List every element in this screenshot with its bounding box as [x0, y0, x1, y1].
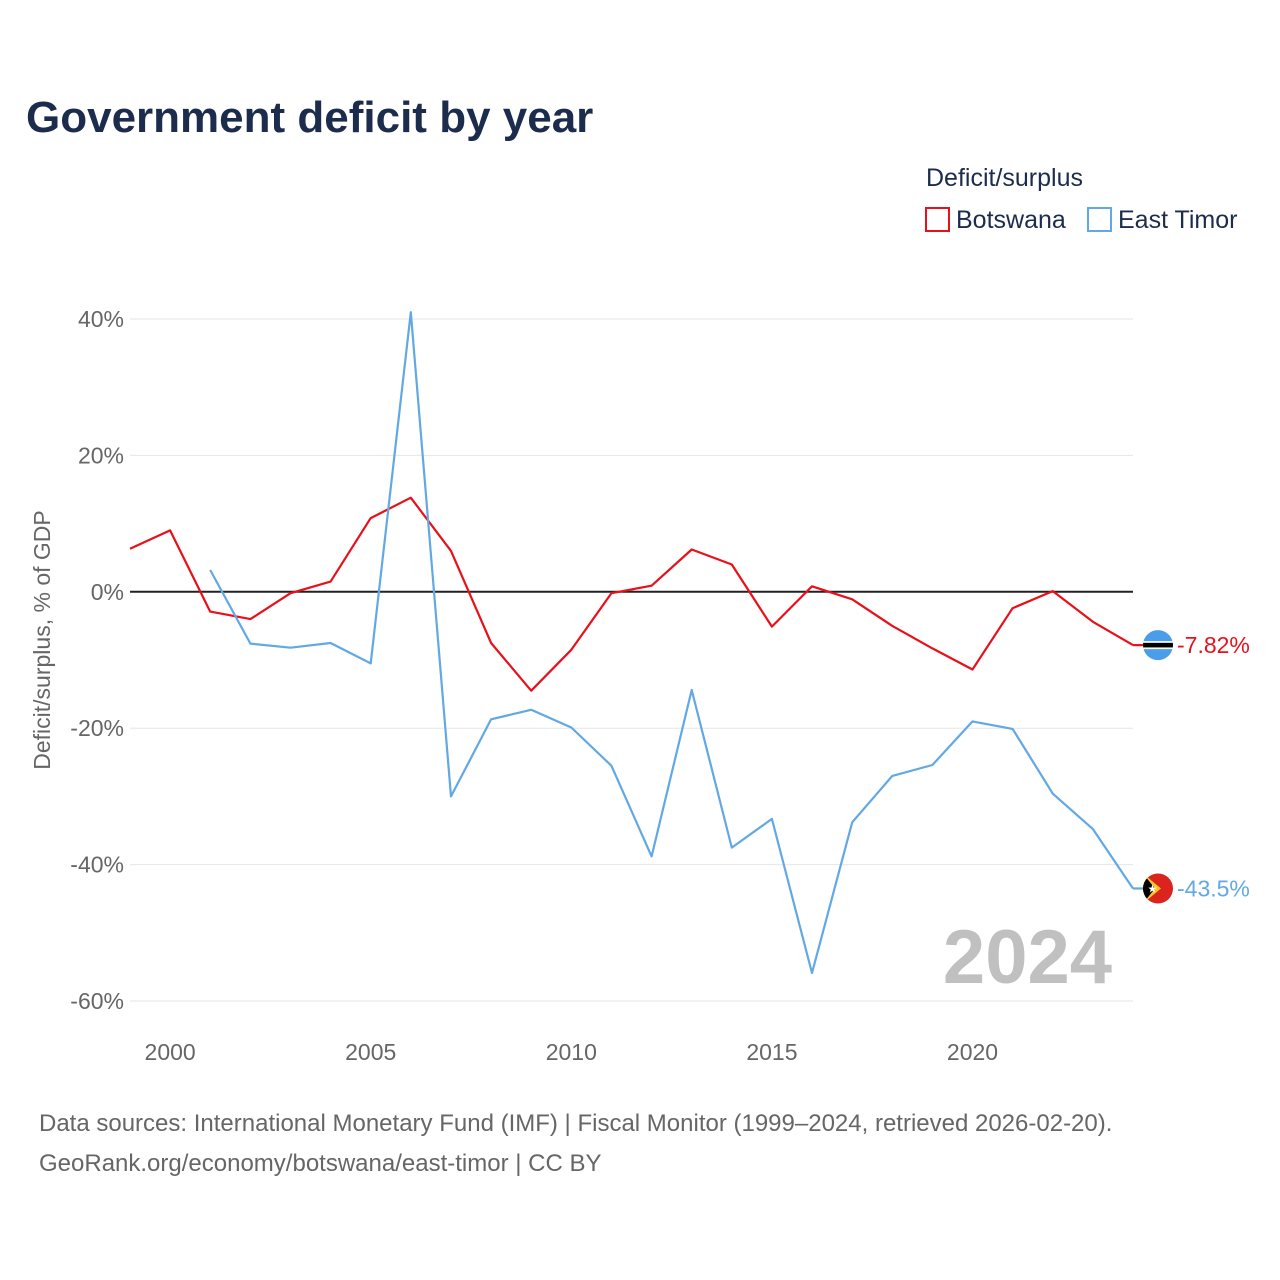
east-timor-flag-icon: ★ [1143, 873, 1173, 904]
source-line-2[interactable]: GeoRank.org/economy/botswana/east-timor … [39, 1150, 601, 1177]
legend-item-east-timor[interactable]: East Timor [1087, 206, 1237, 234]
star-icon: ★ [1148, 882, 1158, 895]
legend-swatch-east-timor [1087, 207, 1112, 232]
grid [130, 318, 1133, 1002]
chart-title: Government deficit by year [26, 93, 593, 142]
legend-label-botswana: Botswana [956, 206, 1066, 234]
legend-item-botswana[interactable]: Botswana [925, 206, 1066, 234]
end-value-label-east-timor: -43.5% [1177, 875, 1250, 901]
series-layer: -7.82% ★ -43.5% [129, 311, 1250, 975]
x-tick-label: 2000 [145, 1039, 196, 1065]
botswana-flag-icon [1143, 630, 1173, 661]
y-axis: 40% 20% 0% -20% -40% -60% [70, 306, 124, 1014]
legend-title: Deficit/surplus [926, 164, 1083, 192]
y-tick-label: -40% [70, 852, 124, 878]
y-axis-label: Deficit/surplus, % of GDP [29, 510, 55, 769]
y-tick-label: 40% [78, 306, 124, 332]
legend: Deficit/surplus Botswana East Timor [925, 164, 1237, 234]
y-tick-label: -60% [70, 988, 124, 1014]
series-line-east-timor[interactable] [209, 311, 1134, 975]
x-tick-label: 2010 [546, 1039, 597, 1065]
x-tick-label: 2015 [746, 1039, 797, 1065]
y-tick-label: 0% [91, 579, 124, 605]
source-line-1: Data sources: International Monetary Fun… [39, 1110, 1112, 1137]
end-value-label-botswana: -7.82% [1177, 632, 1250, 658]
year-watermark: 2024 [943, 915, 1112, 1000]
y-tick-label: -20% [70, 715, 124, 741]
x-axis: 2000 2005 2010 2015 2020 [145, 1039, 999, 1065]
legend-label-east-timor: East Timor [1118, 206, 1237, 234]
series-line-botswana[interactable] [129, 496, 1134, 692]
x-tick-label: 2005 [345, 1039, 396, 1065]
y-tick-label: 20% [78, 442, 124, 468]
legend-swatch-botswana [925, 207, 950, 232]
x-tick-label: 2020 [947, 1039, 998, 1065]
